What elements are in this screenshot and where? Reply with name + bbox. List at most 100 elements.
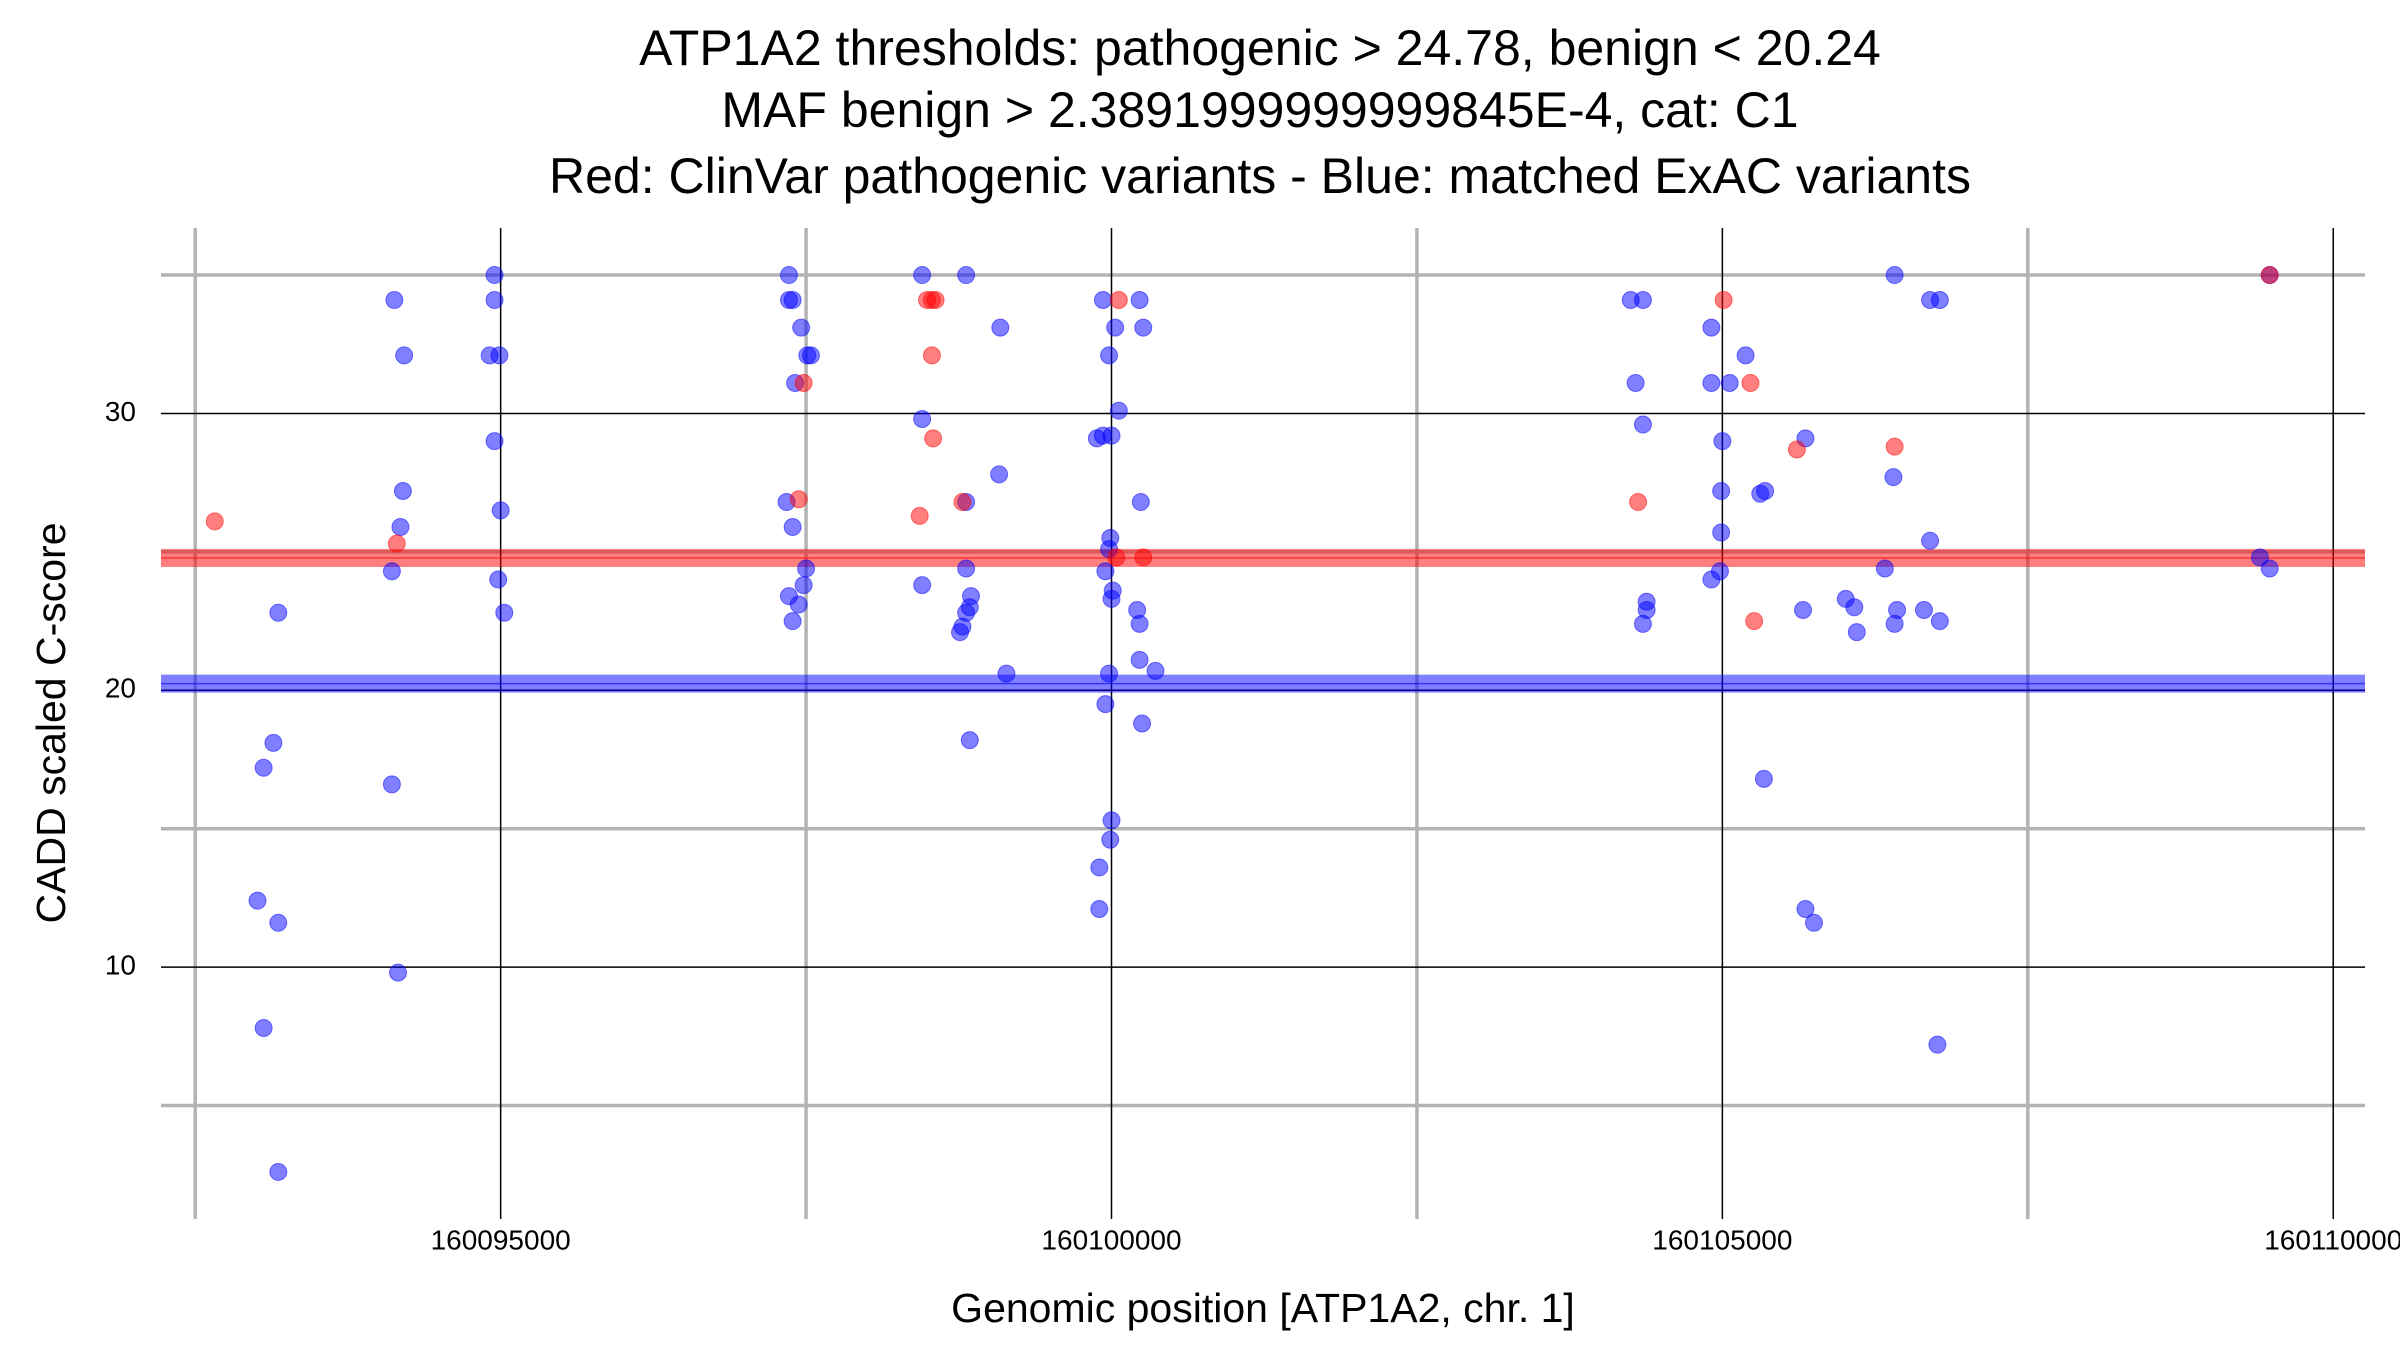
point <box>269 913 288 932</box>
point <box>1914 601 1933 620</box>
point <box>1633 415 1652 434</box>
point <box>1102 426 1121 445</box>
point <box>2260 266 2279 285</box>
x-tick-label: 160100000 <box>1041 1224 1181 1255</box>
point <box>913 266 932 285</box>
point <box>1106 318 1125 337</box>
point <box>797 559 816 578</box>
x-tick-label: 160105000 <box>1652 1224 1792 1255</box>
y-axis-label: CADD scaled C-score <box>28 523 74 924</box>
point <box>1885 266 1904 285</box>
point <box>1100 346 1119 365</box>
point <box>990 465 1009 484</box>
point <box>1133 714 1152 733</box>
point <box>953 493 972 512</box>
point <box>913 410 932 429</box>
point <box>1930 290 1949 309</box>
point <box>1745 612 1764 631</box>
point <box>794 374 813 393</box>
point <box>910 506 929 525</box>
point <box>1130 290 1149 309</box>
point <box>382 775 401 794</box>
point <box>922 346 941 365</box>
point <box>991 318 1010 337</box>
point <box>1109 290 1128 309</box>
point <box>389 963 408 982</box>
point <box>485 432 504 451</box>
point <box>783 290 802 309</box>
point <box>1102 811 1121 830</box>
point <box>1885 614 1904 633</box>
x-axis-label: Genomic position [ATP1A2, chr. 1] <box>951 1285 1575 1331</box>
x-tick-label: 160095000 <box>431 1224 571 1255</box>
point <box>1134 318 1153 337</box>
point <box>926 290 945 309</box>
point <box>1845 598 1864 617</box>
point <box>1714 290 1733 309</box>
point <box>1101 830 1120 849</box>
point <box>1736 346 1755 365</box>
point <box>1712 481 1731 500</box>
point <box>254 1018 273 1037</box>
point <box>1130 650 1149 669</box>
point <box>1787 440 1806 459</box>
point <box>393 481 412 500</box>
point <box>997 664 1016 683</box>
point <box>1629 493 1648 512</box>
point <box>1805 913 1823 932</box>
point <box>2260 559 2279 578</box>
point <box>395 346 414 365</box>
point <box>1107 548 1126 567</box>
point <box>1134 548 1153 567</box>
point <box>1756 481 1775 500</box>
chart-title: MAF benign > 2.3891999999999845E-4, cat:… <box>721 82 1798 138</box>
point <box>490 346 509 365</box>
point <box>1720 374 1739 393</box>
point <box>264 733 283 752</box>
point <box>1702 318 1721 337</box>
point <box>1885 437 1904 456</box>
point <box>387 534 406 553</box>
point <box>1633 614 1652 633</box>
point <box>269 603 288 622</box>
point <box>485 290 504 309</box>
point <box>957 266 976 285</box>
point <box>1626 374 1645 393</box>
point <box>1146 661 1165 680</box>
point <box>1702 570 1721 589</box>
point <box>1096 695 1115 714</box>
chart-title: ATP1A2 thresholds: pathogenic > 24.78, b… <box>639 20 1881 76</box>
point <box>1796 899 1815 918</box>
point <box>1102 589 1121 608</box>
point <box>1754 769 1773 788</box>
point <box>491 501 510 520</box>
point <box>385 290 404 309</box>
point <box>1713 432 1732 451</box>
point <box>794 576 813 595</box>
point <box>789 490 808 509</box>
point <box>1794 601 1813 620</box>
y-tick-label: 10 <box>105 949 136 980</box>
point <box>1093 290 1112 309</box>
point <box>205 512 224 531</box>
point <box>248 891 267 910</box>
point <box>495 603 514 622</box>
point <box>1633 290 1652 309</box>
y-tick-label: 30 <box>105 396 136 427</box>
point <box>783 517 802 536</box>
y-tick-label: 20 <box>105 673 136 704</box>
point <box>1090 858 1109 877</box>
chart-title: Red: ClinVar pathogenic variants - Blue:… <box>549 148 1971 204</box>
point <box>801 346 820 365</box>
point <box>254 758 273 777</box>
point <box>1100 664 1119 683</box>
point <box>391 517 410 536</box>
point <box>1130 614 1149 633</box>
point <box>1712 523 1731 542</box>
point <box>1702 374 1721 393</box>
point <box>779 266 798 285</box>
point <box>960 731 979 750</box>
point <box>1875 559 1894 578</box>
